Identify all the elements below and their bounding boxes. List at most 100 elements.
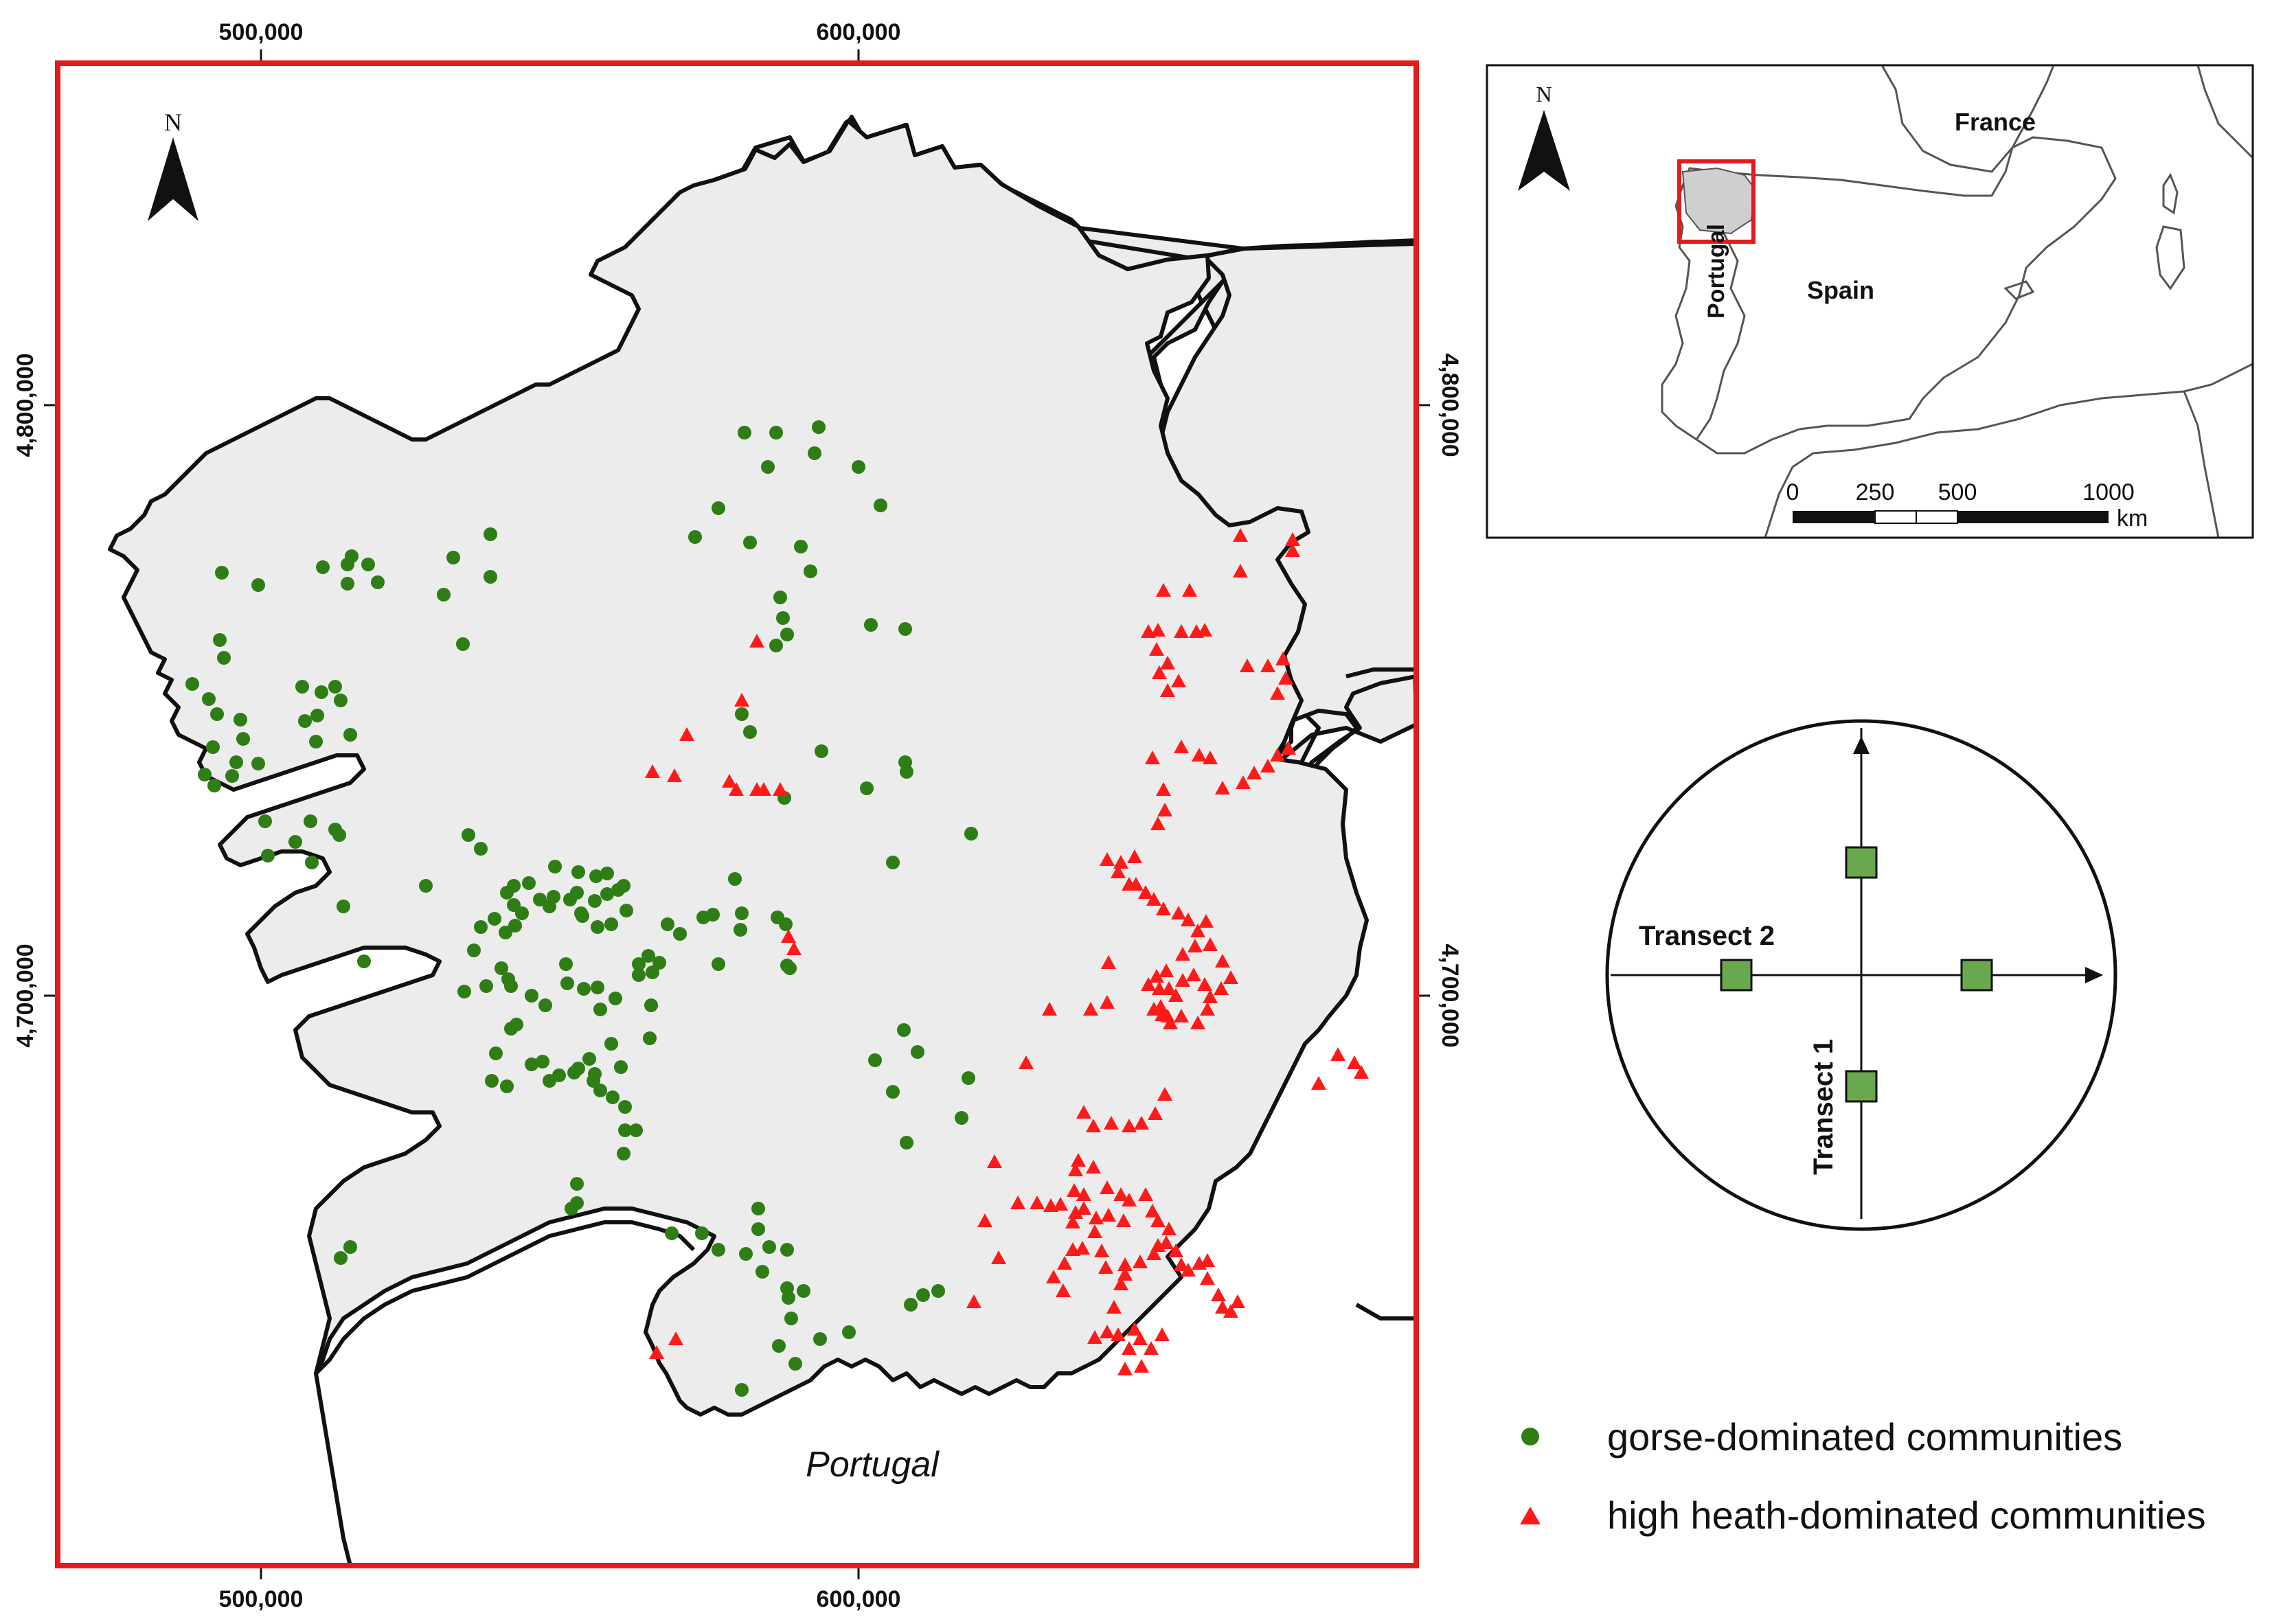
gorse-site-marker	[315, 685, 328, 699]
legend-gorse-symbol	[1521, 1428, 1539, 1445]
heath-site-marker	[1155, 1327, 1170, 1341]
gorse-site-marker	[298, 714, 312, 728]
portugal-coast-south	[314, 1373, 352, 1566]
heath-site-marker	[1233, 564, 1248, 577]
inset-africa-coast	[1764, 363, 2253, 538]
gorse-site-marker	[916, 1288, 930, 1302]
y-tick-left-4700000: 4,700,000	[12, 943, 38, 1047]
scale-label-1000: 1000	[2082, 479, 2135, 505]
heath-site-marker	[1157, 1087, 1172, 1101]
heath-site-marker	[773, 782, 788, 796]
heath-site-marker	[1159, 963, 1174, 977]
gorse-site-marker	[591, 920, 604, 934]
heath-site-marker	[1117, 1257, 1133, 1271]
heath-site-marker	[1168, 988, 1183, 1002]
gorse-site-marker	[776, 611, 790, 625]
heath-site-marker	[1153, 999, 1168, 1013]
plot-square-west	[1720, 959, 1753, 992]
heath-site-marker	[1100, 1180, 1115, 1194]
gorse-site-marker	[474, 842, 488, 856]
gorse-site-marker	[712, 957, 725, 971]
gorse-site-marker	[571, 865, 585, 879]
gorse-site-marker	[225, 769, 239, 783]
inset-sardinia	[2155, 225, 2185, 290]
heath-site-marker	[1094, 1244, 1109, 1257]
heath-site-marker	[1211, 1288, 1226, 1301]
heath-site-marker	[1311, 1076, 1326, 1090]
gorse-site-marker	[547, 890, 560, 904]
heath-site-marker	[1174, 1257, 1189, 1271]
heath-site-marker	[668, 1331, 683, 1345]
north-label: N	[164, 108, 182, 136]
gorse-site-marker	[485, 1074, 499, 1088]
heath-site-marker	[1270, 686, 1285, 700]
spain-border-se	[1355, 1303, 1416, 1320]
heath-site-marker	[1113, 1277, 1128, 1290]
heath-site-marker	[1156, 583, 1171, 597]
gorse-site-marker	[419, 879, 433, 893]
gorse-site-marker	[500, 1079, 514, 1093]
scale-segment-2	[1874, 510, 1917, 524]
heath-site-marker	[1354, 1065, 1369, 1079]
gorse-site-marker	[606, 1090, 620, 1104]
gorse-site-marker	[712, 1243, 725, 1257]
heath-site-marker	[1057, 1256, 1072, 1270]
heath-site-marker	[1171, 674, 1186, 687]
gorse-site-marker	[864, 618, 878, 632]
heath-site-marker	[1122, 1119, 1137, 1132]
heath-site-marker	[1101, 955, 1116, 969]
inset-map: N France Spain Portugal 0 250 500 1000 k…	[1486, 64, 2254, 539]
heath-site-marker	[1285, 532, 1300, 546]
heath-site-marker	[1214, 981, 1229, 995]
heath-site-marker	[1145, 1204, 1160, 1217]
north-arrow-icon	[148, 137, 198, 221]
gorse-site-marker	[576, 909, 589, 923]
heath-site-marker	[1149, 642, 1164, 656]
heath-site-marker	[1113, 855, 1128, 869]
gorse-site-marker	[499, 926, 512, 939]
gorse-site-marker	[357, 954, 371, 968]
heath-site-marker	[1285, 543, 1300, 557]
gorse-site-marker	[215, 566, 229, 580]
gorse-site-marker	[617, 1147, 631, 1160]
heath-site-marker	[1086, 1160, 1101, 1174]
inset-spain-label: Spain	[1807, 276, 1874, 304]
heath-site-marker	[645, 764, 660, 778]
heath-site-marker	[1200, 1002, 1215, 1016]
heath-site-marker	[1203, 751, 1218, 764]
gorse-site-marker	[202, 692, 216, 706]
gorse-site-marker	[900, 1136, 913, 1150]
heath-site-marker	[1168, 1244, 1183, 1257]
gorse-site-marker	[609, 992, 622, 1005]
heath-site-marker	[1215, 1300, 1230, 1314]
heath-site-marker	[1192, 748, 1207, 762]
heath-site-marker	[1188, 939, 1203, 952]
inset-france-outline	[1881, 65, 2055, 173]
gorse-site-marker	[504, 1022, 518, 1036]
inset-corsica	[2162, 172, 2179, 215]
transect-2-label: Transect 2	[1639, 921, 1775, 951]
heath-site-marker	[1056, 1283, 1071, 1297]
gorse-site-marker	[897, 1023, 911, 1037]
heath-site-marker	[1160, 683, 1175, 697]
gorse-site-marker	[644, 998, 658, 1012]
gorse-site-marker	[251, 578, 265, 592]
heath-site-marker	[1100, 995, 1115, 1009]
gorse-site-marker	[886, 856, 900, 869]
scale-segment-1	[1793, 511, 1875, 523]
gorse-site-marker	[207, 779, 221, 792]
gorse-site-marker	[571, 1062, 585, 1075]
heath-site-marker	[1100, 1325, 1115, 1338]
heath-site-marker	[1233, 528, 1248, 542]
gorse-site-marker	[560, 976, 574, 990]
gorse-site-marker	[345, 549, 359, 563]
transect-1-arrow-icon	[1853, 736, 1870, 754]
gorse-site-marker	[343, 1240, 357, 1254]
gorse-site-marker	[467, 943, 481, 957]
gorse-site-marker	[525, 989, 538, 1003]
heath-site-marker	[1111, 1327, 1126, 1341]
portugal-label: Portugal	[806, 1445, 940, 1485]
heath-site-marker	[1186, 968, 1201, 981]
transect-2-arrow-icon	[2085, 967, 2103, 983]
heath-site-marker	[1247, 766, 1262, 779]
